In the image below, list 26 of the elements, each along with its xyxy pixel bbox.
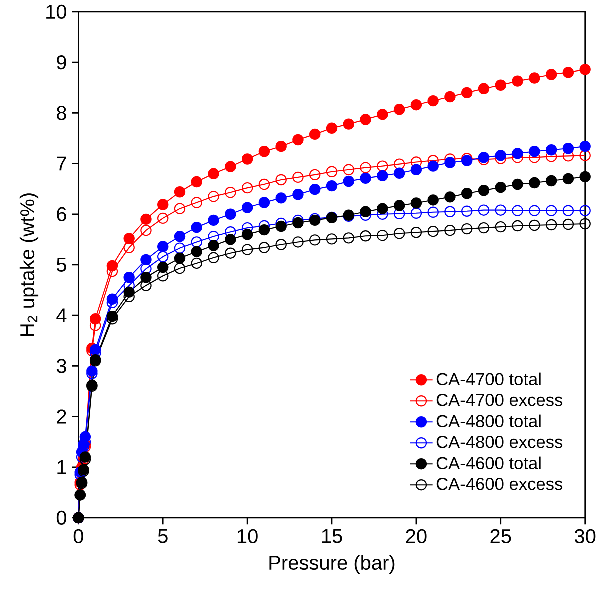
x-tick-label: 25 — [490, 529, 512, 544]
x-tick-label: 10 — [238, 529, 258, 544]
y-tick-label: 1 — [58, 460, 66, 474]
y-tick-label: 7 — [57, 156, 66, 171]
y-tick-label: 0 — [56, 510, 66, 526]
legend-label: CA-4700 excess — [436, 394, 563, 406]
x-tick-label: 30 — [574, 529, 596, 544]
x-tick-label: 5 — [158, 529, 168, 544]
x-tick-label: 20 — [406, 529, 427, 544]
y-tick-label: 4 — [56, 308, 67, 322]
y-tick-label: 8 — [57, 106, 66, 120]
y-tick-label: 2 — [57, 410, 66, 424]
legend-label: CA-4600 total — [436, 456, 541, 470]
y-tick-label: 10 — [46, 4, 66, 20]
x-tick-label: 15 — [322, 529, 342, 544]
y-axis-title: H$_{2}$ uptake (wt%) — [20, 194, 39, 336]
x-axis-title: Pressure (bar) — [270, 555, 395, 574]
legend-label: CA-4800 excess — [436, 436, 563, 448]
legend-label: CA-4600 excess — [436, 478, 563, 490]
y-tick-label: 9 — [57, 56, 66, 70]
y-tick-label: 6 — [57, 207, 66, 222]
y-tick-label: 5 — [56, 258, 66, 272]
x-tick-label: 0 — [74, 529, 84, 544]
y-tick-label: 3 — [56, 359, 66, 374]
legend-label: CA-4700 total — [436, 372, 541, 386]
legend-label: CA-4800 total — [436, 414, 541, 428]
